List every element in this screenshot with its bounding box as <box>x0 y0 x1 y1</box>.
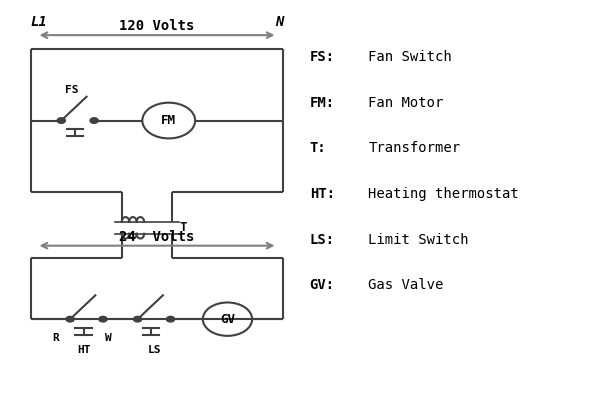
Text: Gas Valve: Gas Valve <box>368 278 444 292</box>
Circle shape <box>90 118 99 123</box>
Text: Transformer: Transformer <box>368 141 461 155</box>
Text: Limit Switch: Limit Switch <box>368 233 469 247</box>
Text: Fan Motor: Fan Motor <box>368 96 444 110</box>
Text: FM:: FM: <box>310 96 335 110</box>
Text: R: R <box>52 333 59 343</box>
Text: LS: LS <box>148 345 161 355</box>
Text: 24  Volts: 24 Volts <box>119 230 195 244</box>
Circle shape <box>133 316 142 322</box>
Text: LS:: LS: <box>310 233 335 247</box>
Circle shape <box>57 118 65 123</box>
Text: L1: L1 <box>31 15 48 29</box>
Text: T: T <box>180 221 188 234</box>
Text: Fan Switch: Fan Switch <box>368 50 452 64</box>
Text: GV: GV <box>220 313 235 326</box>
Text: FS:: FS: <box>310 50 335 64</box>
Text: 120 Volts: 120 Volts <box>119 19 195 33</box>
Circle shape <box>99 316 107 322</box>
Text: GV:: GV: <box>310 278 335 292</box>
Text: HT: HT <box>77 345 90 355</box>
Circle shape <box>66 316 74 322</box>
Text: FS: FS <box>65 85 78 95</box>
Text: N: N <box>275 15 283 29</box>
Circle shape <box>166 316 175 322</box>
Text: FM: FM <box>161 114 176 127</box>
Text: W: W <box>106 333 112 343</box>
Text: Heating thermostat: Heating thermostat <box>368 187 519 201</box>
Text: HT:: HT: <box>310 187 335 201</box>
Text: T:: T: <box>310 141 326 155</box>
